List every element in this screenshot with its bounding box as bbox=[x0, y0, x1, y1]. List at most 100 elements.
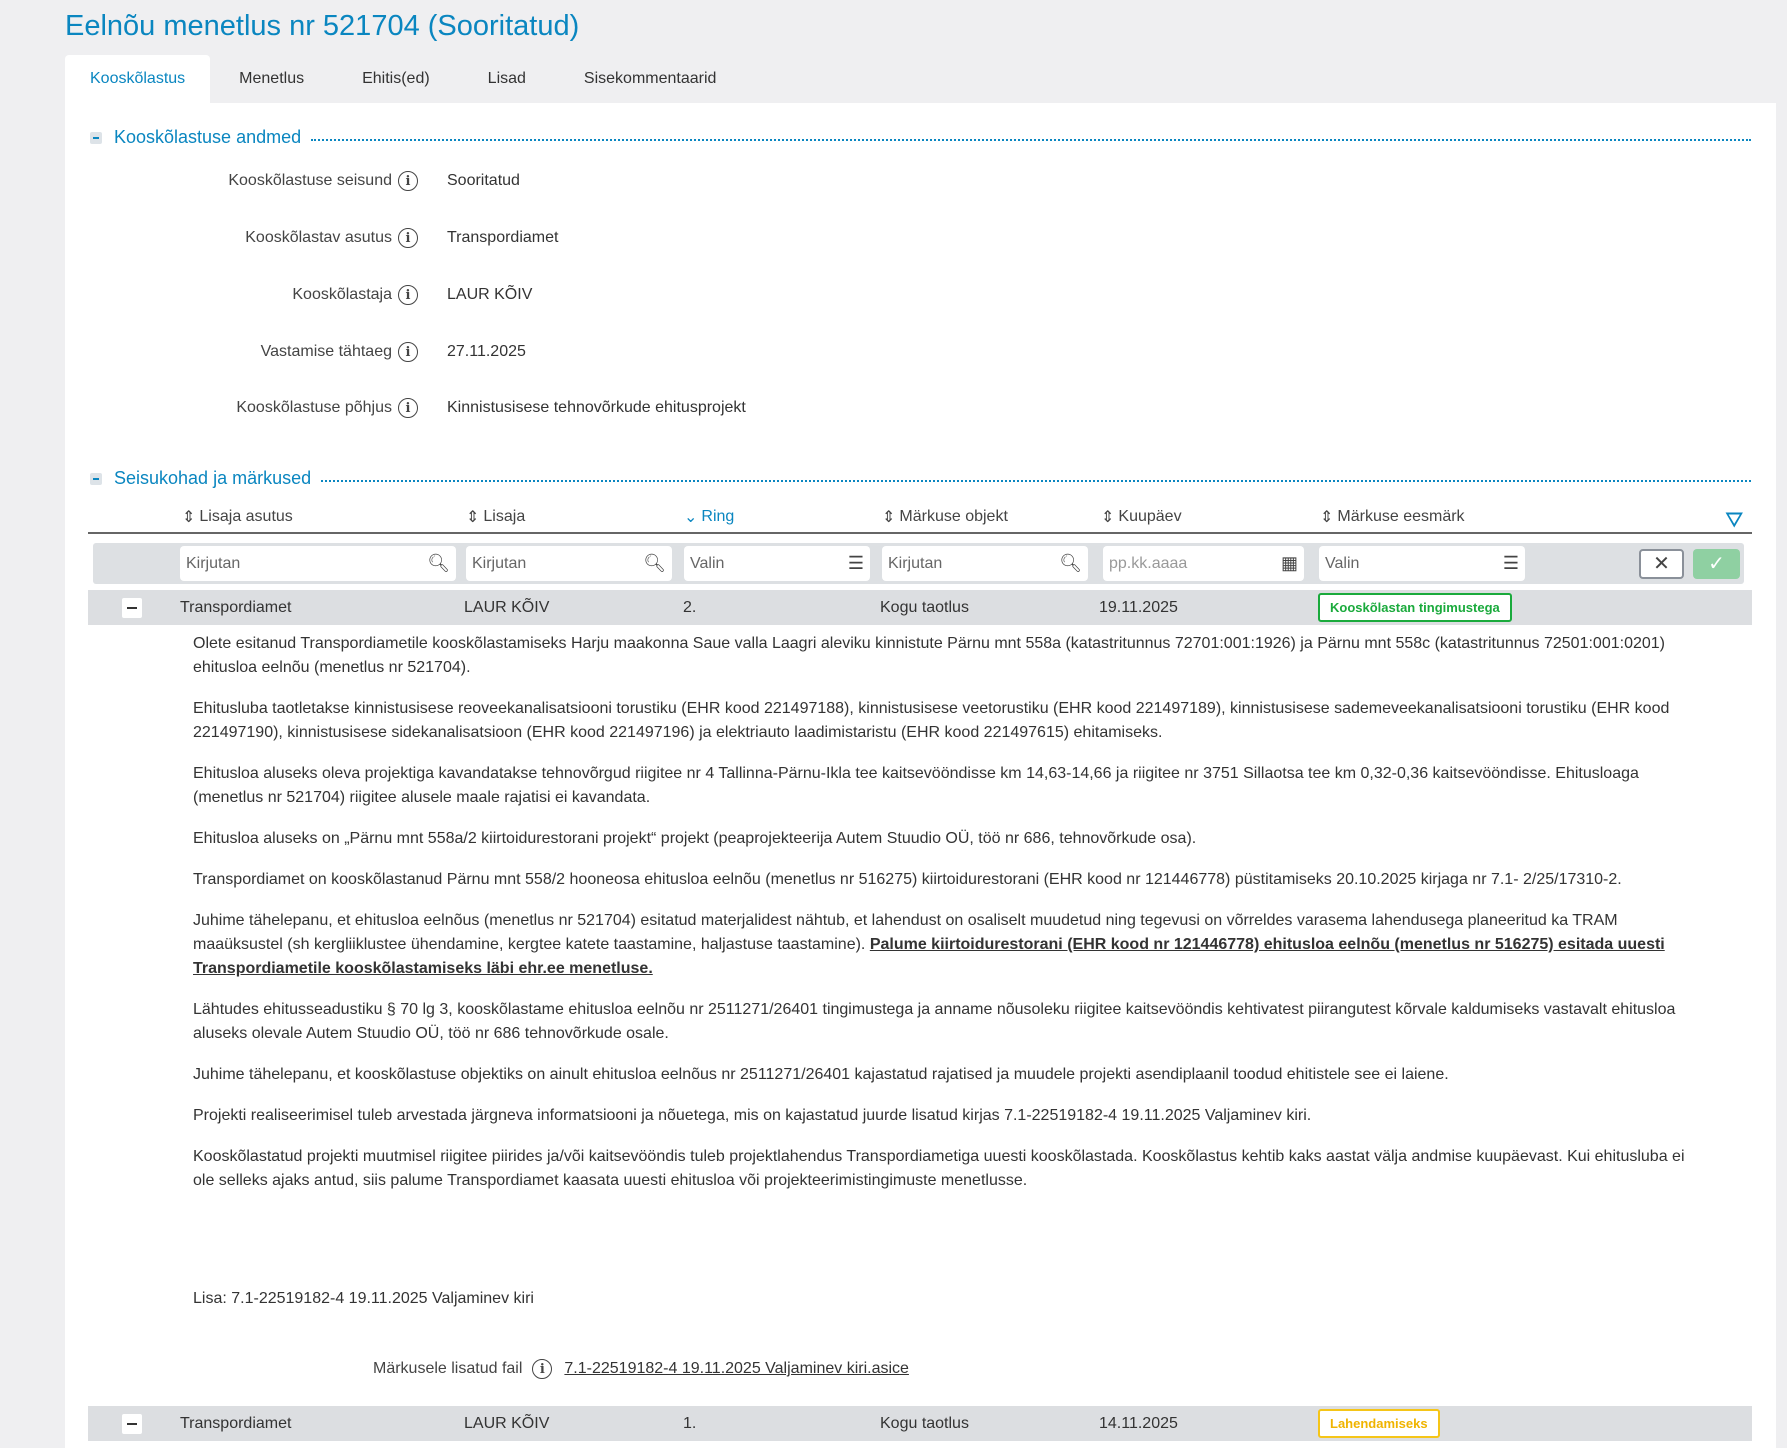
list-icon: ☰ bbox=[848, 553, 864, 574]
content-panel: Kooskõlastuse andmed Kooskõlastuse seisu… bbox=[65, 103, 1776, 1448]
attachment-field: Märkusele lisatud fail i 7.1-22519182-4 … bbox=[373, 1359, 909, 1379]
placeholder: Valin bbox=[1325, 555, 1359, 573]
section-title: Seisukohad ja märkused bbox=[114, 468, 311, 489]
clear-filter-button[interactable]: ✕ bbox=[1639, 549, 1684, 579]
chevron-down-icon: ⌄ bbox=[684, 507, 697, 527]
field-label: Kooskõlastuse seisund bbox=[65, 172, 392, 190]
info-icon[interactable]: i bbox=[398, 342, 418, 362]
field-value: LAUR KÕIV bbox=[447, 286, 532, 304]
comment-body: Olete esitanud Transpordiametile kooskõl… bbox=[193, 632, 1710, 1210]
info-icon[interactable]: i bbox=[398, 228, 418, 248]
placeholder: Kirjutan bbox=[186, 555, 240, 573]
list-icon: ☰ bbox=[1503, 553, 1519, 574]
paragraph: Juhime tähelepanu, et kooskõlastuse obje… bbox=[193, 1063, 1710, 1087]
column-label: Ring bbox=[701, 508, 734, 526]
cell-lisaja: LAUR KÕIV bbox=[464, 1415, 549, 1433]
sort-icon: ⇕ bbox=[466, 507, 479, 527]
paragraph: Projekti realiseerimisel tuleb arvestada… bbox=[193, 1104, 1710, 1128]
cell-ring: 2. bbox=[683, 599, 696, 617]
field-tahtaeg: Vastamise tähtaeg i 27.11.2025 bbox=[65, 340, 526, 364]
tab-bar: Kooskõlastus Menetlus Ehitis(ed) Lisad S… bbox=[65, 55, 745, 103]
info-icon[interactable]: i bbox=[398, 398, 418, 418]
paragraph: Ehitusloa aluseks oleva projektiga kavan… bbox=[193, 762, 1710, 810]
column-header-ring[interactable]: ⌄Ring bbox=[684, 507, 734, 527]
paragraph: Transpordiamet on kooskõlastanud Pärnu m… bbox=[193, 868, 1710, 892]
calendar-icon: ▦ bbox=[1281, 553, 1298, 574]
section-title: Kooskõlastuse andmed bbox=[114, 127, 301, 148]
paragraph: Juhime tähelepanu, et ehitusloa eelnõus … bbox=[193, 909, 1710, 981]
field-label: Vastamise tähtaeg bbox=[65, 343, 392, 361]
divider bbox=[311, 139, 1751, 141]
field-seisund: Kooskõlastuse seisund i Sooritatud bbox=[65, 169, 520, 193]
table-row[interactable]: Transpordiamet LAUR KÕIV 1. Kogu taotlus… bbox=[88, 1406, 1752, 1441]
search-icon: 🔍︎ bbox=[1059, 553, 1082, 574]
apply-filter-button[interactable]: ✓ bbox=[1693, 549, 1740, 579]
collapse-icon[interactable] bbox=[90, 132, 102, 144]
placeholder: Kirjutan bbox=[472, 555, 526, 573]
cell-ring: 1. bbox=[683, 1415, 696, 1433]
section-header-seisukohad[interactable]: Seisukohad ja märkused bbox=[90, 468, 1751, 489]
paragraph: Olete esitanud Transpordiametile kooskõl… bbox=[193, 632, 1710, 680]
field-value: Kinnistusisese tehnovõrkude ehitusprojek… bbox=[447, 399, 746, 417]
tab-sisekommentaarid[interactable]: Sisekommentaarid bbox=[555, 55, 746, 103]
column-header-kuupaev[interactable]: ⇕Kuupäev bbox=[1101, 507, 1182, 527]
column-label: Märkuse eesmärk bbox=[1337, 508, 1464, 526]
field-asutus: Kooskõlastav asutusiTranspordiamet bbox=[65, 226, 558, 250]
paragraph: Kooskõlastatud projekti muutmisel riigit… bbox=[193, 1145, 1710, 1193]
field-label: Kooskõlastuse põhjus bbox=[65, 399, 392, 417]
column-header-lisaja-asutus[interactable]: ⇕Lisaja asutus bbox=[182, 507, 293, 527]
attachment-label: Märkusele lisatud fail bbox=[373, 1360, 522, 1378]
field-value: Sooritatud bbox=[447, 172, 520, 190]
field-label: Kooskõlastaja bbox=[65, 286, 392, 304]
filter-markuse-eesmark-select[interactable]: Valin ☰ bbox=[1319, 546, 1525, 581]
column-header-markuse-objekt[interactable]: ⇕Märkuse objekt bbox=[882, 507, 1008, 527]
cell-objekt: Kogu taotlus bbox=[880, 599, 969, 617]
tab-kooskolastus[interactable]: Kooskõlastus bbox=[65, 55, 210, 103]
sort-icon: ⇕ bbox=[882, 507, 895, 527]
field-pohjus: Kooskõlastuse põhjus i Kinnistusisese tehn… bbox=[65, 396, 746, 420]
info-icon[interactable]: i bbox=[398, 285, 418, 305]
header-divider bbox=[88, 532, 1752, 534]
column-label: Lisaja bbox=[483, 508, 525, 526]
sort-icon: ⇕ bbox=[1320, 507, 1333, 527]
field-kooskolastaja: Kooskõlastaja i LAUR KÕIV bbox=[65, 283, 532, 307]
tab-menetlus[interactable]: Menetlus bbox=[210, 55, 333, 103]
filter-kuupaev-input[interactable]: pp.kk.aaaa ▦ bbox=[1103, 546, 1304, 581]
cell-asutus: Transpordiamet bbox=[180, 1415, 291, 1433]
search-icon: 🔍︎ bbox=[427, 553, 450, 574]
cell-kuupaev: 14.11.2025 bbox=[1099, 1415, 1178, 1433]
search-icon: 🔍︎ bbox=[643, 553, 666, 574]
collapse-icon[interactable] bbox=[90, 473, 102, 485]
tab-ehitised[interactable]: Ehitis(ed) bbox=[333, 55, 459, 103]
status-badge: Lahendamiseks bbox=[1318, 1409, 1440, 1438]
tab-lisad[interactable]: Lisad bbox=[459, 55, 555, 103]
info-icon[interactable]: i bbox=[398, 171, 418, 191]
paragraph: Ehitusluba taotletakse kinnistusisese re… bbox=[193, 697, 1710, 745]
lisa-text: Lisa: 7.1-22519182-4 19.11.2025 Valjamin… bbox=[193, 1287, 1710, 1311]
filter-markuse-objekt-input[interactable]: Kirjutan 🔍︎ bbox=[882, 546, 1088, 581]
placeholder: Kirjutan bbox=[888, 555, 942, 573]
placeholder: pp.kk.aaaa bbox=[1109, 555, 1187, 573]
column-label: Lisaja asutus bbox=[199, 508, 292, 526]
status-badge: Kooskõlastan tingimustega bbox=[1318, 593, 1512, 622]
column-label: Märkuse objekt bbox=[899, 508, 1008, 526]
divider bbox=[321, 480, 1751, 482]
collapse-row-icon[interactable] bbox=[122, 598, 142, 618]
collapse-row-icon[interactable] bbox=[122, 1414, 142, 1434]
info-icon[interactable]: i bbox=[532, 1359, 552, 1379]
column-header-markuse-eesmark[interactable]: ⇕Märkuse eesmärk bbox=[1320, 507, 1465, 527]
field-label: Kooskõlastav asutus bbox=[65, 229, 392, 247]
filter-icon[interactable]: ⛛ bbox=[1725, 507, 1743, 533]
paragraph: Lähtudes ehitusseadustiku § 70 lg 3, koo… bbox=[193, 998, 1710, 1046]
sort-icon: ⇕ bbox=[1101, 507, 1114, 527]
section-header-andmed[interactable]: Kooskõlastuse andmed bbox=[90, 127, 1751, 148]
attachment-link[interactable]: 7.1-22519182-4 19.11.2025 Valjaminev kir… bbox=[564, 1360, 909, 1378]
paragraph: Ehitusloa aluseks on „Pärnu mnt 558a/2 k… bbox=[193, 827, 1710, 851]
filter-lisaja-input[interactable]: Kirjutan 🔍︎ bbox=[466, 546, 672, 581]
filter-ring-select[interactable]: Valin ☰ bbox=[684, 546, 870, 581]
placeholder: Valin bbox=[690, 555, 724, 573]
column-header-lisaja[interactable]: ⇕Lisaja bbox=[466, 507, 525, 527]
table-row[interactable]: Transpordiamet LAUR KÕIV 2. Kogu taotlus… bbox=[88, 590, 1752, 625]
filter-lisaja-asutus-input[interactable]: Kirjutan 🔍︎ bbox=[180, 546, 456, 581]
field-value: 27.11.2025 bbox=[447, 343, 526, 361]
